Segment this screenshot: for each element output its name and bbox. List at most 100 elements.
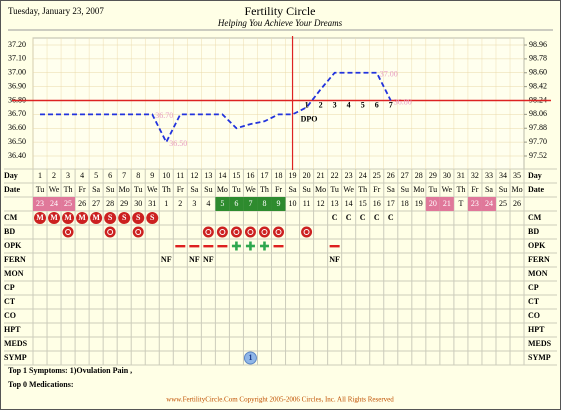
cm-value: M [78, 213, 86, 222]
weekday: Mo [315, 185, 326, 194]
weekday: We [49, 185, 60, 194]
date: 25 [64, 199, 72, 208]
date: 14 [345, 199, 353, 208]
y-tick-label: 37.20 [8, 40, 26, 49]
bd-icon [273, 226, 285, 238]
weekday: Th [358, 185, 367, 194]
y2-tick-label: 97.88 [529, 123, 547, 132]
dpo-number: 7 [389, 100, 393, 109]
weekday: Su [204, 185, 212, 194]
bd-icon-inner [65, 229, 72, 235]
y-tick-label: 37.00 [8, 68, 26, 77]
day-number: 16 [246, 171, 254, 180]
date-highlight [467, 197, 482, 211]
cm-value: M [36, 213, 44, 222]
weekday: Tu [330, 185, 339, 194]
row-label: Date [4, 185, 20, 194]
date-highlight [61, 197, 76, 211]
date-highlight [47, 197, 62, 211]
bd-icon-inner [303, 229, 310, 235]
row-label: BD [528, 227, 539, 236]
day-number: 12 [190, 171, 198, 180]
date: 6 [234, 199, 238, 208]
y-tick-label: 36.90 [8, 81, 26, 90]
date: 4 [206, 199, 210, 208]
cm-badge [62, 212, 75, 224]
date: 18 [401, 199, 409, 208]
symptoms-note: Top 1 Symptoms: 1)Ovulation Pain , [8, 366, 132, 375]
day-number: 2 [52, 171, 56, 180]
cm-value: M [64, 213, 72, 222]
row-label: MON [4, 269, 24, 278]
day-number: 7 [122, 171, 126, 180]
day-number: 34 [499, 171, 507, 180]
bd-icon [216, 226, 228, 238]
row-label: BD [4, 227, 15, 236]
fern-value: NF [329, 255, 340, 264]
weekday: Mo [217, 185, 228, 194]
weekday: Th [162, 185, 171, 194]
day-number: 9 [150, 171, 154, 180]
weekday: Th [456, 185, 465, 194]
date: 26 [78, 199, 86, 208]
date: 17 [387, 199, 395, 208]
date-highlight [425, 197, 440, 211]
cm-value: C [374, 213, 380, 222]
date-highlight [229, 197, 244, 211]
y2-tick-label: 98.42 [529, 81, 547, 90]
day-number: 31 [457, 171, 465, 180]
row-label: MON [528, 269, 548, 278]
dpo-number: 2 [319, 100, 323, 109]
day-number: 24 [359, 171, 367, 180]
date: 31 [148, 199, 156, 208]
opk-positive-v [235, 241, 238, 251]
row-label: CP [528, 283, 539, 292]
y2-tick-label: 98.96 [529, 40, 547, 49]
date-highlight [257, 197, 272, 211]
weekday: Su [401, 185, 409, 194]
weekday: Tu [36, 185, 45, 194]
day-number: 15 [232, 171, 240, 180]
footer: www.FertilityCircle.Com Copyright 2005-2… [166, 396, 394, 404]
bd-icon-inner [275, 229, 282, 235]
dpo-number: 4 [347, 100, 351, 109]
row-label: Date [528, 185, 544, 194]
row-label: CP [4, 283, 15, 292]
cm-badge [76, 212, 89, 224]
y2-tick-label: 97.52 [529, 151, 547, 160]
cm-value: C [360, 213, 366, 222]
weekday: Sa [485, 185, 493, 194]
opk-negative [329, 245, 340, 248]
bd-icon [202, 226, 214, 238]
cm-badge [104, 212, 117, 224]
header-title: Fertility Circle [245, 4, 316, 18]
row-label: FERN [528, 255, 550, 264]
bd-icon [132, 226, 144, 238]
row-label: MEDS [4, 339, 28, 348]
weekday: Sa [289, 185, 297, 194]
day-number: 23 [345, 171, 353, 180]
date: 24 [485, 199, 493, 208]
date: 11 [303, 199, 311, 208]
y-tick-label: 36.60 [8, 123, 26, 132]
date: 28 [106, 199, 114, 208]
weekday: Tu [232, 185, 241, 194]
date: 15 [359, 199, 367, 208]
day-number: 32 [471, 171, 479, 180]
row-label: SYMP [528, 353, 551, 362]
cm-value: C [346, 213, 352, 222]
bd-icon [244, 226, 256, 238]
day-number: 33 [485, 171, 493, 180]
date-highlight [271, 197, 286, 211]
plot-area [32, 37, 525, 170]
dpo-number: 3 [333, 100, 337, 109]
date: 29 [120, 199, 128, 208]
cm-badge [90, 212, 103, 224]
value-label: 36.50 [169, 139, 187, 148]
fern-value: NF [161, 255, 172, 264]
day-number: 19 [289, 171, 297, 180]
weekday: Fr [373, 185, 380, 194]
bd-icon [104, 226, 116, 238]
day-number: 26 [387, 171, 395, 180]
